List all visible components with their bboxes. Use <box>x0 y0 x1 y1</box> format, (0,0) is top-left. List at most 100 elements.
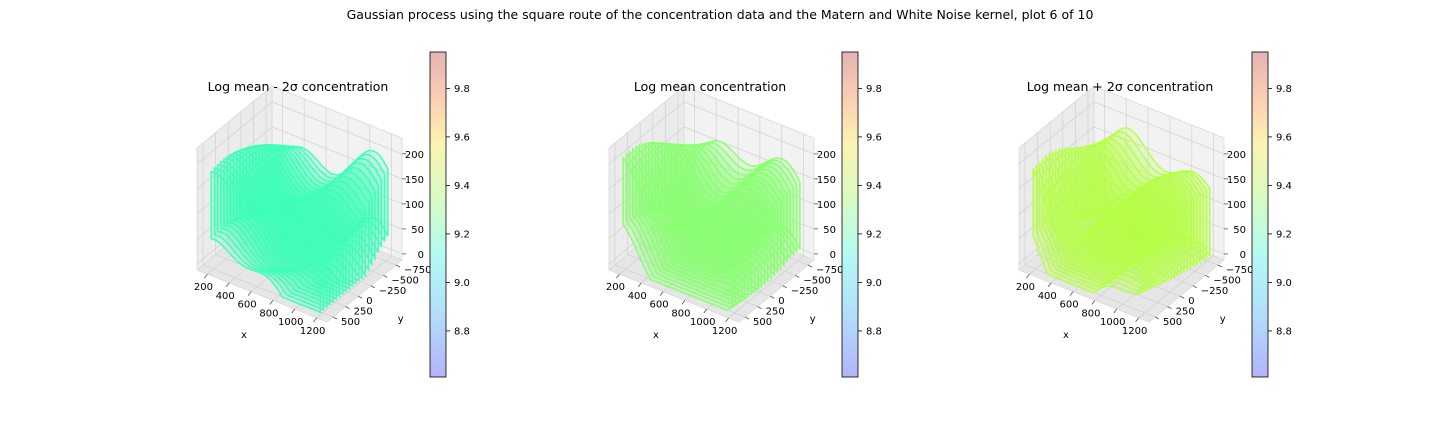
subplot-title: Log mean concentration <box>634 79 786 94</box>
data-curve <box>1058 148 1169 283</box>
x-axis-label: x <box>653 330 659 341</box>
data-surface <box>210 143 389 314</box>
data-curve <box>1064 147 1176 280</box>
y-tick-label: −750 <box>1226 265 1253 276</box>
data-curve <box>261 144 373 267</box>
y-tick-mark <box>807 264 813 268</box>
z-tick-label: 50 <box>1233 225 1246 236</box>
data-curve <box>1032 168 1144 295</box>
colorbar-tick-label: 9.6 <box>454 132 470 143</box>
y-tick-label: 500 <box>1163 317 1182 328</box>
data-curve <box>1045 153 1156 288</box>
x-tick-mark <box>616 273 620 279</box>
x-tick-label: 400 <box>216 291 235 302</box>
data-curve <box>1061 147 1173 281</box>
x-tick-label: 600 <box>650 300 669 311</box>
y-tick-label: 250 <box>354 307 373 318</box>
y-axis-label: y <box>1220 314 1226 325</box>
y-tick-mark <box>332 316 338 320</box>
colorbar-gradient <box>1251 51 1269 378</box>
y-tick-mark <box>757 306 762 309</box>
x-tick-label: 800 <box>259 308 278 319</box>
x-tick-mark <box>204 273 208 279</box>
z-tick-label: 0 <box>1240 250 1246 261</box>
x-tick-mark <box>681 300 686 305</box>
z-tick-label: 200 <box>817 150 836 161</box>
data-curve <box>1051 150 1163 286</box>
x-tick-mark <box>1047 282 1052 288</box>
x-tick-mark <box>703 308 708 314</box>
y-tick-label: −750 <box>404 265 431 276</box>
y-tick-label: −750 <box>816 265 843 276</box>
colorbar-tick-label: 9.8 <box>866 84 882 95</box>
data-curve <box>236 148 347 293</box>
z-tick-label: 150 <box>405 175 424 186</box>
y-tick-label: −500 <box>803 275 830 286</box>
x-tick-mark <box>659 291 664 296</box>
y-tick-label: 0 <box>366 296 372 307</box>
y-tick-mark <box>770 295 775 299</box>
data-curve <box>1054 148 1166 284</box>
x-tick-mark <box>313 317 317 323</box>
y-tick-mark <box>370 285 375 289</box>
colorbar-tick-label: 9.0 <box>1276 278 1292 289</box>
y-tick-label: −500 <box>391 275 418 286</box>
x-tick-label: 1200 <box>712 326 737 337</box>
y-tick-label: 250 <box>766 307 785 318</box>
y-tick-label: −250 <box>1201 286 1228 297</box>
x-tick-label: 200 <box>1016 282 1035 293</box>
x-tick-mark <box>1091 300 1096 305</box>
figure-suptitle: Gaussian process using the square route … <box>347 7 1094 22</box>
data-curve <box>638 143 750 299</box>
x-tick-label: 1200 <box>300 326 325 337</box>
data-curve <box>1035 164 1147 292</box>
x-tick-mark <box>291 308 296 314</box>
data-curve <box>644 142 756 293</box>
subplot-2: 20040060080010001200−750−500−25002505000… <box>606 51 882 378</box>
colorbar-tick-label: 9.0 <box>866 278 882 289</box>
y-tick-mark <box>395 264 401 268</box>
y-tick-mark <box>1192 285 1197 289</box>
data-curve <box>648 141 759 291</box>
y-tick-mark <box>795 275 800 278</box>
x-tick-label: 200 <box>194 282 213 293</box>
y-tick-mark <box>1205 275 1210 278</box>
x-tick-mark <box>1135 317 1139 323</box>
x-tick-label: 600 <box>1060 300 1079 311</box>
colorbar: 8.8 9.0 9.2 9.4 9.6 9.8 <box>1251 51 1292 378</box>
subplot-title: Log mean + 2σ concentration <box>1027 79 1214 94</box>
data-curve <box>223 157 335 303</box>
colorbar: 8.8 9.0 9.2 9.4 9.6 9.8 <box>841 51 882 378</box>
x-tick-mark <box>1113 308 1118 314</box>
colorbar-tick-label: 9.6 <box>866 132 882 143</box>
z-tick-label: 0 <box>418 250 424 261</box>
x-tick-mark <box>725 317 729 323</box>
subplot-3: 20040060080010001200−750−500−25002505000… <box>1016 51 1292 378</box>
z-tick-label: 100 <box>1227 200 1246 211</box>
y-tick-mark <box>383 275 388 278</box>
colorbar-tick-label: 8.8 <box>454 326 470 337</box>
colorbar-tick-label: 9.0 <box>454 278 470 289</box>
y-tick-mark <box>1180 295 1185 299</box>
y-tick-mark <box>782 285 787 289</box>
y-tick-label: 0 <box>1188 296 1194 307</box>
colorbar-tick-label: 9.2 <box>1276 229 1292 240</box>
y-tick-mark <box>345 306 350 309</box>
x-tick-label: 400 <box>1038 291 1057 302</box>
colorbar-tick-label: 9.4 <box>1276 181 1292 192</box>
y-tick-label: 500 <box>341 317 360 328</box>
colorbar: 8.8 9.0 9.2 9.4 9.6 9.8 <box>429 51 470 378</box>
colorbar-tick-label: 9.2 <box>866 229 882 240</box>
colorbar-gradient <box>429 51 447 378</box>
colorbar-tick-label: 9.8 <box>1276 84 1292 95</box>
z-tick-label: 100 <box>817 200 836 211</box>
data-curve <box>1048 151 1160 287</box>
colorbar-gradient <box>841 51 859 378</box>
x-tick-mark <box>225 282 230 288</box>
data-surface <box>1032 127 1211 295</box>
y-tick-mark <box>744 316 750 320</box>
y-tick-mark <box>1217 264 1223 268</box>
data-curve <box>1038 161 1150 291</box>
x-tick-label: 200 <box>606 282 625 293</box>
z-tick-label: 150 <box>817 175 836 186</box>
